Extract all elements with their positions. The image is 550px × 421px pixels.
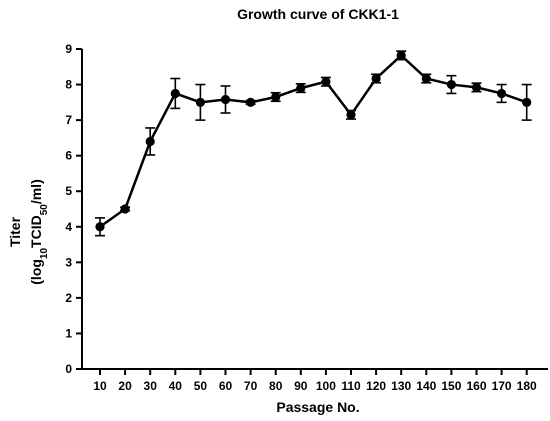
x-tick-label: 160 [466,379,486,393]
x-tick-label: 50 [194,379,208,393]
data-point [321,77,331,87]
x-tick-label: 90 [294,379,308,393]
error-bars [95,50,532,237]
y-axis-label-prefix: (log [28,259,44,285]
data-point [296,83,306,93]
x-ticks: 10 20 30 40 50 60 70 80 90 100 110 120 130 140 150 160 1… [93,369,537,393]
data-point [471,82,482,92]
y-ticks: 0 1 2 3 4 5 6 7 8 9 [65,42,82,376]
x-tick-label: 110 [341,379,361,393]
data-point [396,50,406,61]
y-axis-label-sub2: 50 [39,204,50,216]
data-point [446,79,456,90]
series [95,50,532,232]
y-tick-label: 1 [65,326,72,340]
x-tick-label: 80 [269,379,283,393]
y-tick-label: 9 [65,42,72,56]
data-point [170,88,180,99]
x-tick-label: 130 [391,379,411,393]
data-point [371,73,381,84]
data-point [421,73,431,84]
data-point [120,204,130,214]
x-tick-label: 170 [492,379,512,393]
x-tick-label: 100 [316,379,336,393]
y-tick-label: 0 [65,362,72,376]
x-tick-label: 150 [441,379,461,393]
y-tick-label: 6 [65,149,72,163]
data-point [246,97,256,107]
x-tick-label: 70 [244,379,258,393]
series-line [99,53,528,228]
y-tick-label: 7 [65,113,72,127]
data-point [95,222,105,232]
y-axis-label-mid: TCID [28,215,44,248]
data-point [145,136,155,147]
data-point [271,92,281,102]
data-point [195,97,205,107]
x-tick-label: 10 [93,379,107,393]
axes [81,49,548,370]
y-tick-label: 3 [65,255,72,269]
y-axis-label-line1: Titer [7,216,23,247]
y-axis-label-suffix: /ml) [28,179,44,204]
y-axis-label-sub1: 10 [39,248,50,260]
x-tick-label: 30 [144,379,158,393]
y-axis-label: Titer (log10TCID50/ml) [7,179,50,284]
x-tick-label: 20 [118,379,132,393]
data-point [522,97,532,107]
x-tick-label: 180 [517,379,537,393]
y-tick-label: 8 [65,78,72,92]
x-tick-label: 120 [366,379,386,393]
x-tick-label: 40 [169,379,183,393]
x-axis-label: Passage No. [276,399,359,415]
svg-text:(log10TCID50/ml): (log10TCID50/ml) [28,179,50,284]
y-tick-label: 4 [65,220,72,234]
x-tick-label: 140 [416,379,436,393]
chart-title: Growth curve of CKK1-1 [237,6,399,22]
data-point [220,94,231,105]
y-tick-label: 5 [65,184,72,198]
data-point [497,88,507,99]
data-point [346,110,356,120]
y-tick-label: 2 [65,291,72,305]
x-tick-label: 60 [219,379,233,393]
svg-text:Titer: Titer [7,216,23,247]
